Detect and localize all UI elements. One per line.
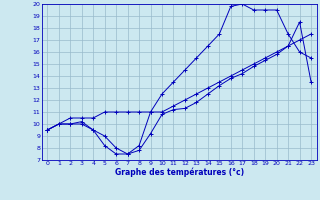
X-axis label: Graphe des températures (°c): Graphe des températures (°c)	[115, 168, 244, 177]
